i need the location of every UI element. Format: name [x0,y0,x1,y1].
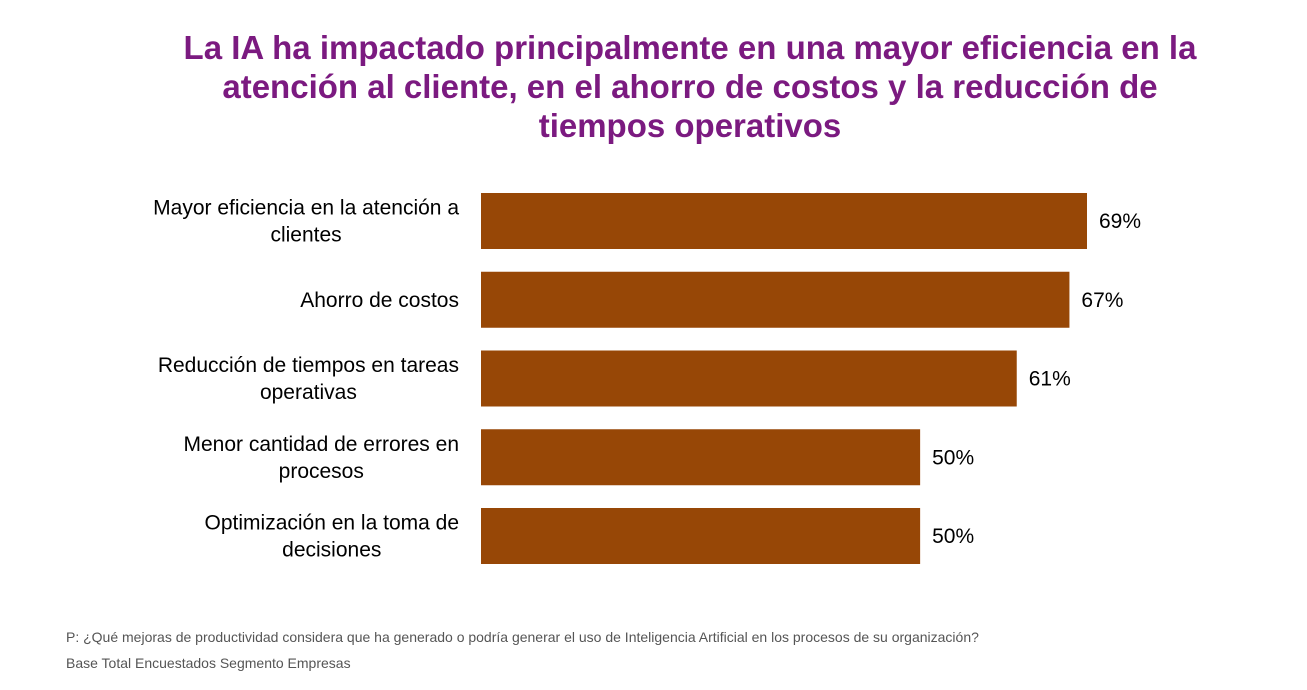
category-label-5-line-2: decisiones [282,539,381,562]
bar-4 [481,429,921,486]
value-label-3: 61% [1029,368,1071,391]
category-label-4-line-2: procesos [279,460,364,483]
bar-chart: 69% Mayor eficiencia en la atención a clie… [153,193,1141,564]
chart-title: La IA ha impactado principalmente en una… [183,29,1197,144]
category-label-5-line-1: Optimización en la toma de [205,512,459,535]
value-label-4: 50% [932,446,974,469]
category-label-3-line-2: operativas [260,381,357,404]
value-label-1: 69% [1099,210,1141,233]
category-label-3-line-1: Reducción de tiempos en tareas [158,354,459,377]
category-label-1-line-2: clientes [270,224,341,247]
category-label-2-line-1: Ahorro de costos [300,289,459,312]
bar-3 [481,350,1017,407]
bar-2 [481,271,1070,328]
category-label-1-line-1: Mayor eficiencia en la atención a [153,197,459,220]
value-label-2: 67% [1081,289,1123,312]
base-footnote: Base Total Encuestados Segmento Empresas [66,655,351,671]
category-label-4-line-1: Menor cantidad de errores en [184,433,460,456]
bar-1 [481,193,1087,249]
value-label-5: 50% [932,525,974,548]
bar-5 [481,508,921,564]
question-footnote: P: ¿Qué mejoras de productividad conside… [66,629,979,645]
